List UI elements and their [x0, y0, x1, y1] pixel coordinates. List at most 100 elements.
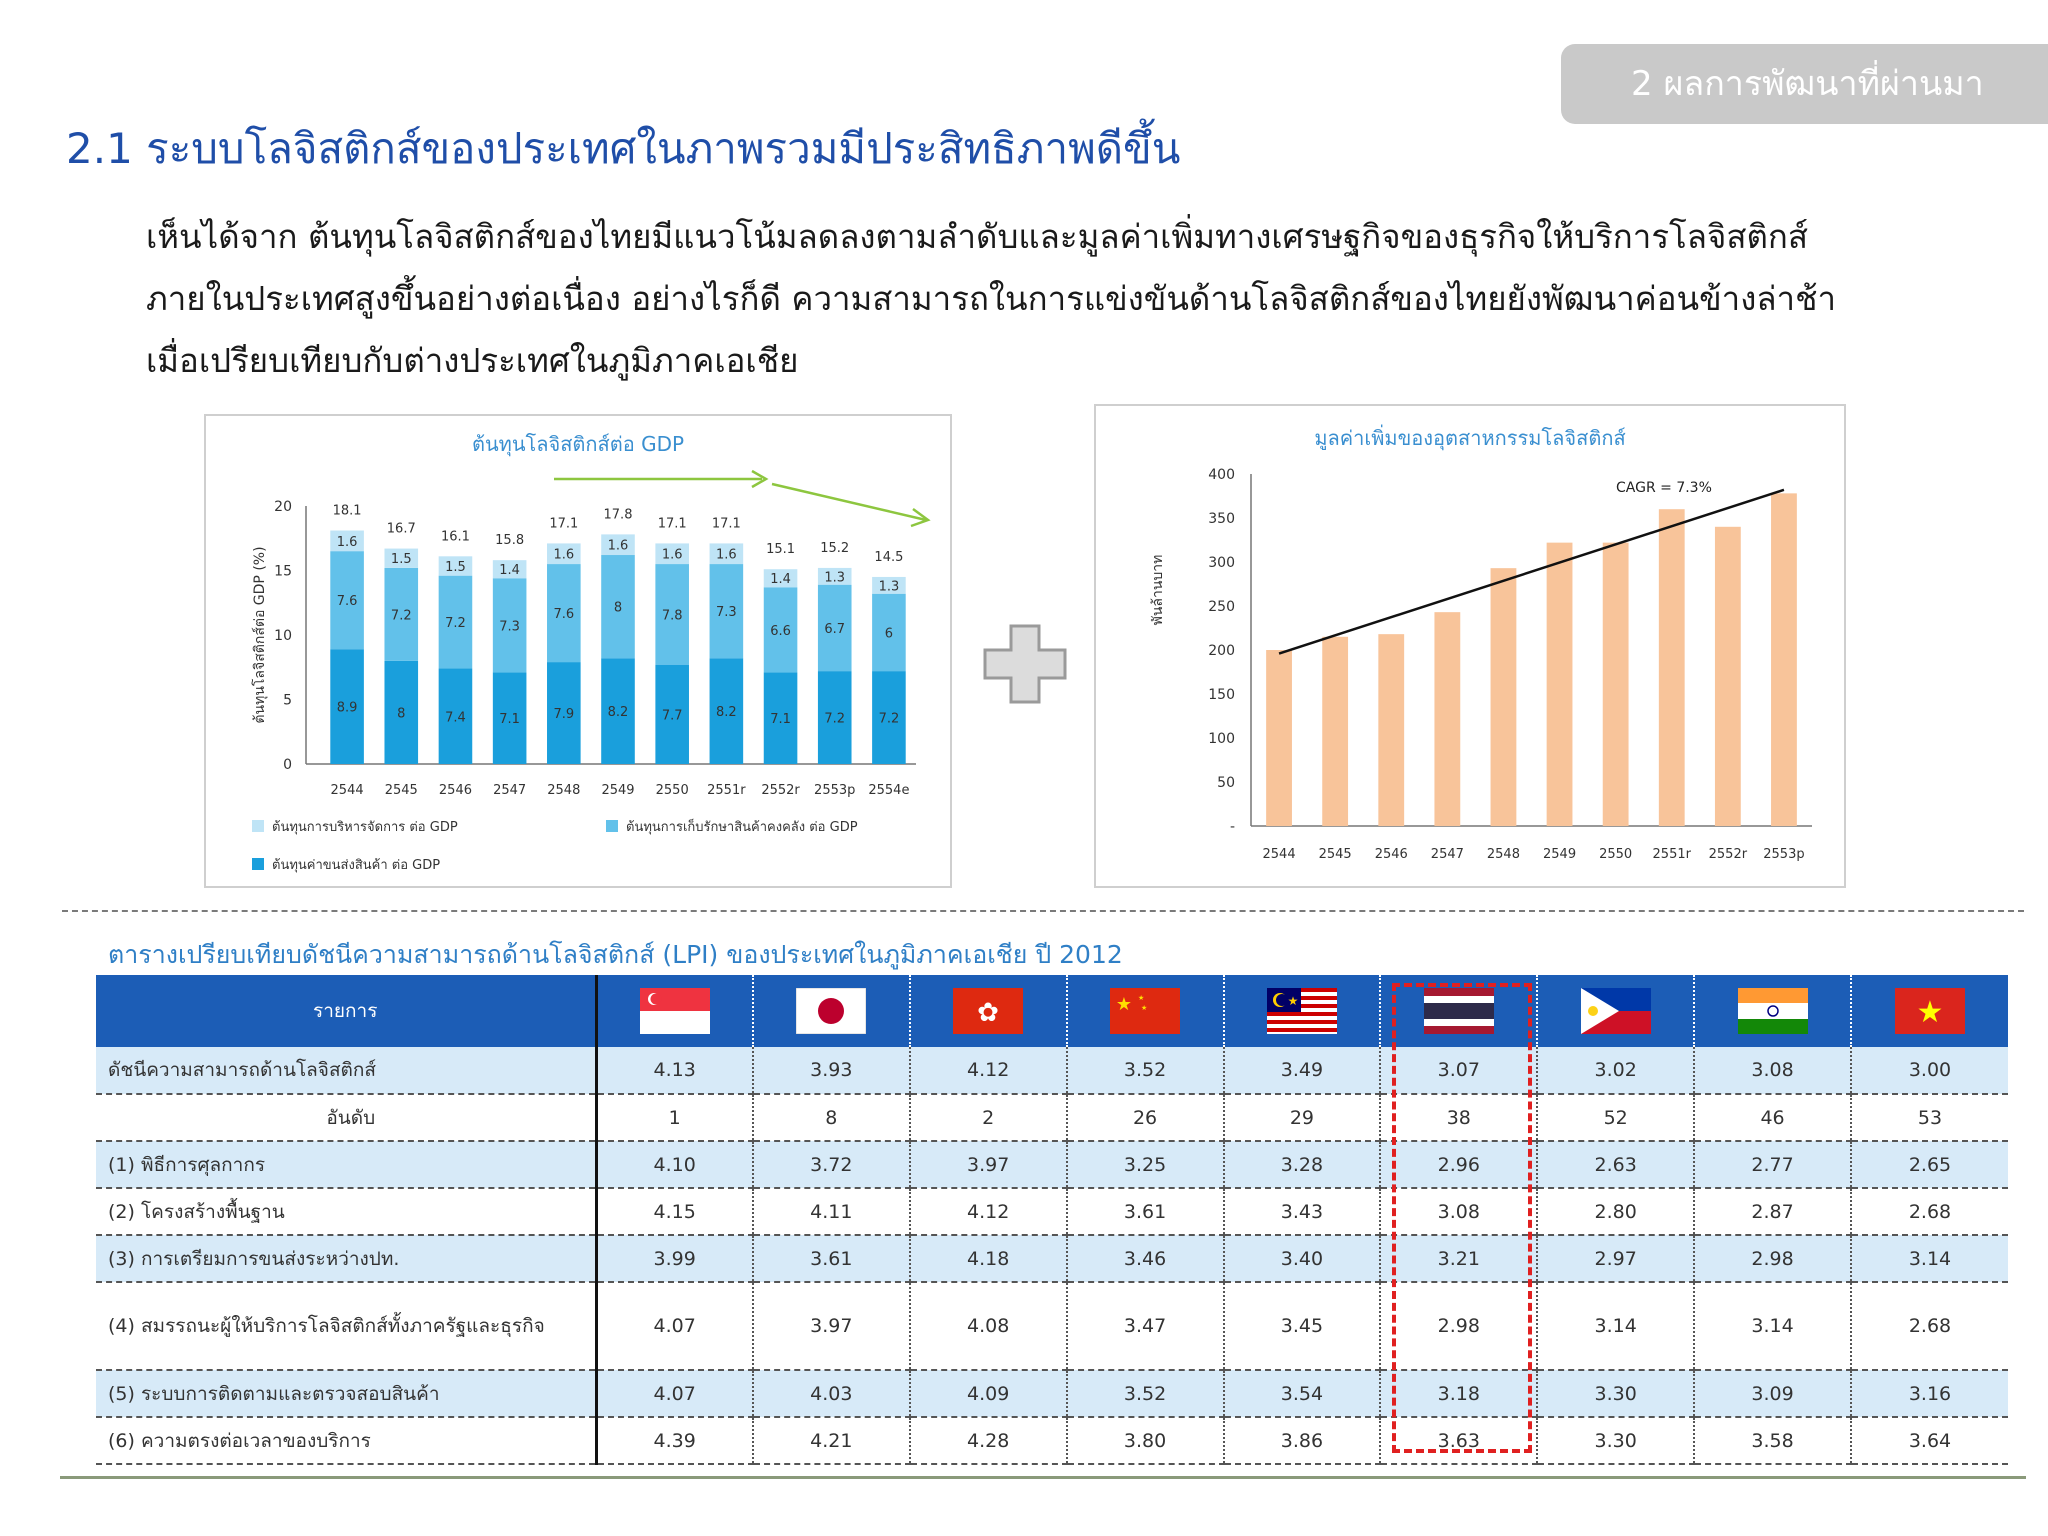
cell-vietnam: 2.68	[1851, 1282, 2008, 1371]
table-row: อันดับ 1 8 2 26 29 38 52 46 53	[96, 1094, 2008, 1142]
cell-singapore: 4.07	[596, 1282, 754, 1371]
cell-japan: 4.21	[752, 1417, 911, 1465]
bar-segment	[492, 560, 527, 579]
bar-segment	[547, 662, 581, 764]
value-added-chart-panel: มูลค่าเพิ่มของอุตสาหกรรมโลจิสติกส์ - 50 10…	[1094, 404, 1846, 888]
cell-singapore: 1	[596, 1094, 754, 1142]
bar	[1322, 636, 1349, 826]
cell-japan: 3.93	[752, 1047, 911, 1095]
cell-vietnam: 53	[1851, 1094, 2008, 1142]
paragraph-line-1: เห็นได้จาก ต้นทุนโลจิสติกส์ของไทยมีแนวโน…	[146, 217, 1809, 256]
x-tick-label: 2544	[1263, 847, 1296, 862]
bar-segment	[763, 587, 798, 673]
vietnam-flag-icon: ★	[1895, 988, 1965, 1034]
x-tick-label: 2553p	[1763, 847, 1804, 862]
bar-segment	[709, 543, 744, 565]
bar-segment-label: 1.3	[879, 579, 900, 594]
cell-china: 3.52	[1066, 1370, 1225, 1418]
y-tick-label: 150	[1208, 687, 1235, 703]
cell-india: 3.09	[1694, 1370, 1852, 1418]
cell-hong-kong: 4.18	[909, 1235, 1068, 1283]
cell-india: 2.98	[1694, 1235, 1852, 1283]
x-tick-label: 2550	[656, 783, 689, 798]
cell-hong-kong: 4.12	[909, 1047, 1068, 1095]
bar-segment-label: 7.4	[445, 710, 466, 725]
cell-malaysia: 3.43	[1223, 1188, 1382, 1236]
bar	[1266, 650, 1292, 826]
bar-segment-label: 8	[397, 706, 405, 721]
cell-vietnam: 3.64	[1851, 1417, 2008, 1465]
bar-segment-label: 8.9	[337, 701, 358, 716]
svg-text:✿: ✿	[977, 998, 999, 1028]
bar-total-label: 17.1	[658, 516, 687, 531]
cell-india: 2.77	[1694, 1141, 1852, 1189]
bar-segment	[655, 543, 689, 565]
trend-arrows	[554, 469, 931, 528]
cell-thailand: 3.07	[1380, 1047, 1539, 1095]
cell-china: 26	[1066, 1094, 1225, 1142]
bar-segment	[330, 551, 364, 650]
bar-segment	[763, 672, 798, 764]
bar-segment-label: 1.6	[337, 535, 358, 550]
bar-segment-label: 8.2	[608, 705, 629, 720]
y-tick-label: 15	[274, 564, 292, 580]
table-title: ตารางเปรียบเทียบดัชนีความสามารถด้านโลจิส…	[108, 940, 1123, 969]
x-tick-label: 2547	[493, 783, 526, 798]
legend-swatch	[606, 820, 618, 832]
bar-segment	[817, 584, 852, 672]
cell-vietnam: 3.14	[1851, 1235, 2008, 1283]
section-divider	[62, 910, 2024, 912]
malaysia-flag-icon: ★	[1266, 988, 1337, 1034]
bar-total-label: 16.1	[441, 529, 470, 544]
trendline-label: CAGR = 7.3%	[1616, 480, 1712, 496]
x-tick-label: 2554e	[868, 783, 909, 798]
chart-title: ต้นทุนโลจิสติกส์ต่อ GDP	[471, 432, 685, 456]
singapore-flag-icon	[639, 988, 710, 1034]
cell-philippines: 3.30	[1537, 1417, 1696, 1465]
x-tick-label: 2550	[1599, 847, 1632, 862]
bar-segment-label: 7.2	[391, 608, 412, 623]
bar-segment	[438, 668, 473, 764]
footer-line	[60, 1476, 2026, 1479]
svg-text:★: ★	[1116, 994, 1132, 1015]
lpi-comparison-table: รายการ ✿ ★ ★ ★ ★ ★	[96, 975, 2008, 1465]
bar-total-label: 16.7	[387, 522, 416, 537]
bar-segment-label: 1.5	[391, 552, 412, 567]
x-tick-label: 2552r	[761, 783, 800, 798]
bar-segment	[601, 534, 635, 556]
x-tick-label: 2551r	[707, 783, 746, 798]
cell-thailand: 3.21	[1380, 1235, 1539, 1283]
row-label: (3) การเตรียมการขนส่งระหว่างปท.	[96, 1235, 598, 1283]
bar-segment-label: 7.2	[879, 712, 900, 727]
y-axis-label: ต้นทุนโลจิสติกส์ต่อ GDP (%)	[251, 546, 268, 723]
bar-segment	[384, 567, 419, 661]
bar-segment	[655, 564, 689, 665]
cell-china: 3.47	[1066, 1282, 1225, 1371]
cell-india: 2.87	[1694, 1188, 1852, 1236]
legend-label: ต้นทุนการเก็บรักษาสินค้าคงคลัง ต่อ GDP	[626, 817, 858, 835]
arrow-head-icon	[910, 507, 931, 528]
cell-philippines: 2.63	[1537, 1141, 1696, 1189]
x-tick-label: 2545	[385, 783, 418, 798]
paragraph-line-3: เมื่อเปรียบเทียบกับต่างประเทศในภูมิภาคเอ…	[146, 341, 799, 380]
cell-malaysia: 3.40	[1223, 1235, 1382, 1283]
y-tick-label: 50	[1217, 775, 1235, 791]
legend-swatch	[252, 858, 264, 870]
x-tick-label: 2545	[1319, 847, 1352, 862]
cell-hong-kong: 4.09	[909, 1370, 1068, 1418]
y-tick-label: 10	[274, 628, 292, 644]
cell-japan: 8	[752, 1094, 911, 1142]
cell-india: 3.58	[1694, 1417, 1852, 1465]
bar-segment	[547, 564, 581, 663]
cell-vietnam: 3.00	[1851, 1047, 2008, 1095]
bar-segment	[817, 567, 852, 585]
arrow-head-icon	[751, 469, 769, 489]
y-axis-label: พันล้านบาท	[1150, 555, 1166, 626]
cell-thailand: 2.96	[1380, 1141, 1539, 1189]
cell-thailand: 3.63	[1380, 1417, 1539, 1465]
cell-vietnam: 2.68	[1851, 1188, 2008, 1236]
table-header-row: รายการ ✿ ★ ★ ★ ★ ★	[96, 975, 2008, 1047]
legend-swatch	[252, 820, 264, 832]
cell-singapore: 4.15	[596, 1188, 754, 1236]
table-row: (5) ระบบการติดตามและตรวจสอบสินค้า 4.07 4.0…	[96, 1370, 2008, 1418]
